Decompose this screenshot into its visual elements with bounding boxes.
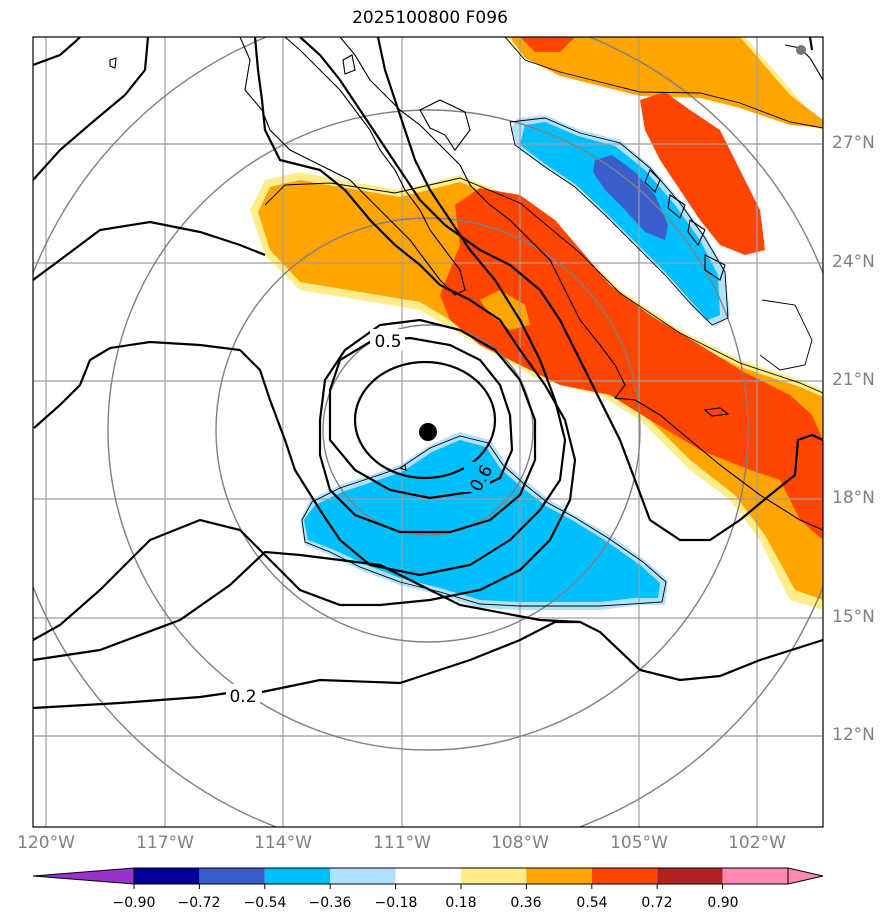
colorbar-tick-label: 0.54 bbox=[576, 895, 608, 911]
colorbar-bin bbox=[461, 868, 527, 884]
shading-outlines bbox=[264, 37, 823, 607]
grey-point-marker bbox=[796, 45, 806, 55]
range-rings bbox=[33, 37, 823, 827]
contour-label-bg bbox=[370, 329, 405, 351]
colorbar-ticks bbox=[133, 884, 724, 889]
colorbar-bin bbox=[526, 868, 592, 884]
contour-label-bg bbox=[464, 462, 490, 492]
colorbar-tick-label: 0.36 bbox=[510, 895, 542, 911]
colorbar-tick-label: −0.18 bbox=[374, 895, 418, 911]
lon-label-120w: 120°W bbox=[17, 833, 75, 853]
lon-label-117w: 117°W bbox=[136, 833, 194, 853]
colorbar-extend-low bbox=[32, 867, 135, 885]
lat-label-27n: 27°N bbox=[832, 133, 875, 153]
colorbar-tick-label: 0.90 bbox=[707, 895, 739, 911]
colorbar-tick-label: −0.90 bbox=[112, 895, 156, 911]
colorbar-bin bbox=[591, 868, 658, 884]
colorbar-tick-label: 0.18 bbox=[445, 895, 477, 911]
lon-label-108w: 108°W bbox=[491, 833, 549, 853]
contour-label-bg bbox=[226, 684, 260, 706]
colorbar-bin bbox=[199, 868, 265, 884]
colorbar-tick-label: −0.54 bbox=[243, 895, 287, 911]
colorbar-bin bbox=[722, 868, 788, 884]
lat-label-12n: 12°N bbox=[832, 725, 875, 745]
lon-label-114w: 114°W bbox=[254, 833, 312, 853]
graticule bbox=[33, 37, 823, 827]
lon-label-111w: 111°W bbox=[373, 833, 431, 853]
storm-center-marker bbox=[419, 423, 437, 441]
lat-label-21n: 21°N bbox=[832, 370, 875, 390]
map-frame bbox=[32, 36, 824, 828]
lat-label-15n: 15°N bbox=[832, 607, 875, 627]
lat-label-18n: 18°N bbox=[832, 488, 875, 508]
colorbar-tick-label: −0.72 bbox=[177, 895, 221, 911]
lon-label-102w: 102°W bbox=[728, 833, 786, 853]
contour-label-0-5: 0.5 bbox=[374, 332, 401, 352]
lat-label-24n: 24°N bbox=[832, 252, 875, 272]
positive-anomaly-shading bbox=[250, 37, 823, 610]
colorbar-tick-label: −0.36 bbox=[308, 895, 352, 911]
colorbar-bin bbox=[264, 868, 331, 884]
colorbar-bin bbox=[657, 868, 723, 884]
map-content: 0.5 0.6 0.2 bbox=[33, 37, 823, 827]
lon-label-105w: 105°W bbox=[610, 833, 668, 853]
colorbar-tick-label: 0.72 bbox=[641, 895, 673, 911]
map-title: 2025100800 F096 bbox=[352, 8, 508, 28]
colorbar-bin bbox=[134, 868, 200, 884]
colorbar-extend-high bbox=[787, 867, 824, 885]
colorbar-bin bbox=[330, 868, 396, 884]
colorbar bbox=[32, 867, 824, 889]
thick-contours bbox=[33, 37, 823, 710]
colorbar-bin bbox=[395, 868, 461, 884]
contour-label-0-2: 0.2 bbox=[229, 687, 256, 707]
